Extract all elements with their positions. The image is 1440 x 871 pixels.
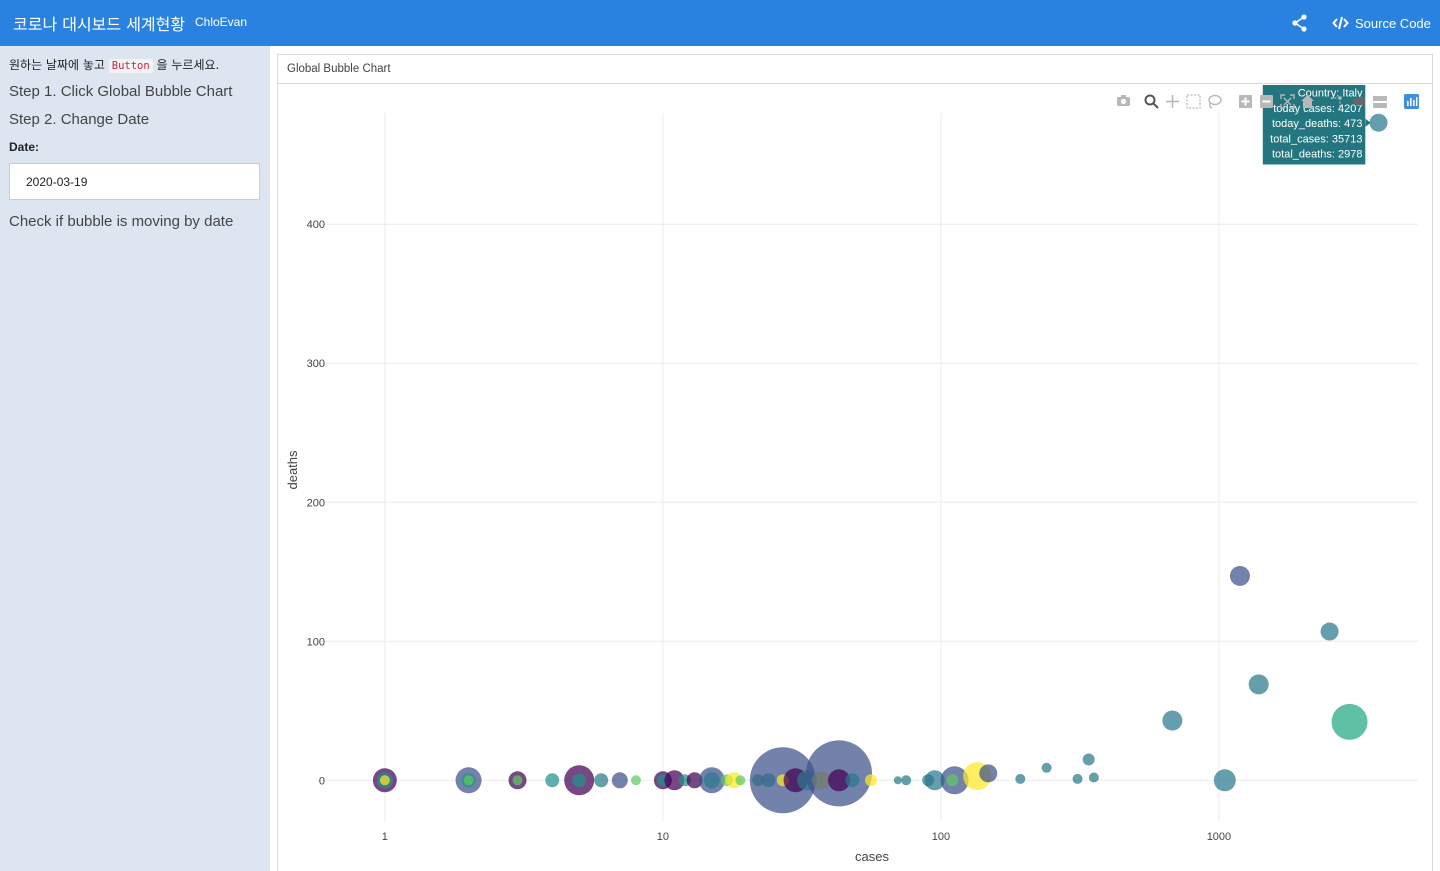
bubble-46[interactable] (1082, 753, 1095, 766)
y-tick-label-0: 0 (319, 775, 325, 787)
modebar (1117, 94, 1419, 109)
x-tick-label-1: 10 (657, 831, 669, 843)
pan-icon[interactable] (1166, 95, 1179, 108)
tooltip-box (1262, 84, 1366, 165)
zoom-icon[interactable] (1144, 94, 1159, 109)
grid (317, 113, 1418, 822)
bubble-5[interactable] (463, 775, 474, 786)
app-title[interactable]: 코로나 대시보드 세계현황 (13, 15, 186, 34)
bubbles (372, 113, 1388, 814)
plotly-logo-icon[interactable] (1404, 94, 1419, 109)
tooltip-line-4: total_deaths: 2978 (1272, 149, 1363, 161)
author-label: ChloEvan (195, 15, 248, 29)
camera-icon[interactable] (1117, 95, 1130, 106)
tooltip-line-3: total_cases: 35713 (1270, 133, 1362, 145)
tooltip-line-1: today cases: 4207 (1273, 103, 1362, 115)
step-2-text: Step 2. Change Date (9, 111, 150, 128)
y-tick-label-3: 300 (307, 358, 325, 370)
date-input[interactable] (9, 163, 260, 200)
bubble-10[interactable] (572, 773, 587, 788)
x-axis-label: cases (855, 849, 889, 864)
bubble-43[interactable] (1015, 773, 1026, 784)
bubble-47[interactable] (1088, 772, 1099, 783)
date-label: Date: (9, 140, 40, 154)
hover-closest-icon[interactable] (1352, 97, 1365, 105)
intro-text: 원하는 날짜에 놓고 Button 을 누르세요. (9, 56, 219, 73)
bubble-8[interactable] (545, 773, 560, 788)
intro-code: Button (108, 59, 153, 73)
x-tick-label-2: 100 (932, 831, 950, 843)
bubble-35[interactable] (893, 776, 902, 785)
hover-compare-icon[interactable] (1373, 96, 1387, 108)
bubble-50[interactable] (1229, 565, 1250, 586)
panel-title: Global Bubble Chart (287, 63, 391, 75)
y-tick-label-2: 200 (307, 497, 325, 509)
y-tick-label-4: 400 (307, 219, 325, 231)
panel-header: Global Bubble Chart (278, 55, 1432, 84)
check-text: Check if bubble is moving by date (9, 213, 234, 230)
bubble-52[interactable] (1320, 622, 1339, 641)
x-tick-labels: 1 10 100 1000 (382, 831, 1231, 843)
intro-before: 원하는 날짜에 놓고 (9, 58, 109, 72)
zoom-in-icon[interactable] (1239, 95, 1252, 108)
bubble-45[interactable] (1072, 773, 1083, 784)
bubble-36[interactable] (901, 775, 912, 786)
box-select-icon[interactable] (1186, 94, 1201, 109)
autoscale-icon[interactable] (1280, 94, 1295, 109)
bubble-54[interactable] (1369, 113, 1388, 132)
intro-after: 을 누르세요. (152, 58, 220, 72)
source-code-button[interactable]: Source Code (1332, 13, 1431, 33)
tooltip-line-0: Country: Italy (1298, 88, 1363, 100)
bubble-23[interactable] (735, 775, 746, 786)
bubble-16[interactable] (664, 770, 685, 791)
hover-tooltip: Country: Italy today cases: 4207 today_dea… (1262, 84, 1371, 165)
bubble-38[interactable] (924, 770, 945, 791)
share-icon[interactable] (1290, 13, 1310, 33)
bubble-12[interactable] (611, 772, 628, 789)
zoom-out-icon[interactable] (1260, 95, 1273, 108)
bubble-44[interactable] (1041, 762, 1052, 773)
bubble-48[interactable] (1162, 710, 1183, 731)
x-tick-label-0: 1 (382, 831, 388, 843)
bubble-53[interactable] (1331, 703, 1368, 740)
bubble-40[interactable] (946, 774, 959, 787)
bubble-20[interactable] (703, 772, 720, 789)
y-tick-label-1: 100 (307, 636, 325, 648)
bubble-51[interactable] (1248, 674, 1269, 695)
bubble-chart[interactable]: 1 10 100 1000 0 100 200 300 400 cases deaths Co… (278, 84, 1432, 871)
x-tick-label-3: 1000 (1207, 831, 1231, 843)
step-1-text: Step 1. Click Global Bubble Chart (9, 83, 233, 100)
source-code-label: Source Code (1355, 15, 1431, 31)
y-tick-labels: 0 100 200 300 400 (307, 219, 325, 787)
bubble-7[interactable] (512, 775, 523, 786)
bubble-11[interactable] (594, 773, 609, 788)
reset-axes-icon[interactable] (1301, 95, 1314, 108)
y-axis-label: deaths (285, 450, 300, 490)
bubble-49[interactable] (1213, 769, 1236, 792)
bubble-18[interactable] (686, 772, 703, 789)
lasso-select-icon[interactable] (1208, 94, 1222, 109)
sidebar: 원하는 날짜에 놓고 Button 을 누르세요. Step 1. Click … (0, 46, 270, 871)
chart-panel: Global Bubble Chart (277, 54, 1433, 871)
bubble-13[interactable] (630, 775, 641, 786)
tooltip-line-2: today_deaths: 473 (1272, 118, 1363, 130)
spike-lines-icon[interactable] (1331, 96, 1342, 108)
bubble-33[interactable] (845, 773, 860, 788)
bubble-32[interactable] (828, 769, 851, 792)
bubble-42[interactable] (979, 764, 998, 783)
bubble-34[interactable] (864, 774, 877, 787)
tooltip-arrow (1365, 118, 1371, 127)
navbar: 코로나 대시보드 세계현황 ChloEvan Source Code (0, 0, 1440, 46)
code-icon (1332, 16, 1349, 30)
bubble-2[interactable] (379, 775, 390, 786)
